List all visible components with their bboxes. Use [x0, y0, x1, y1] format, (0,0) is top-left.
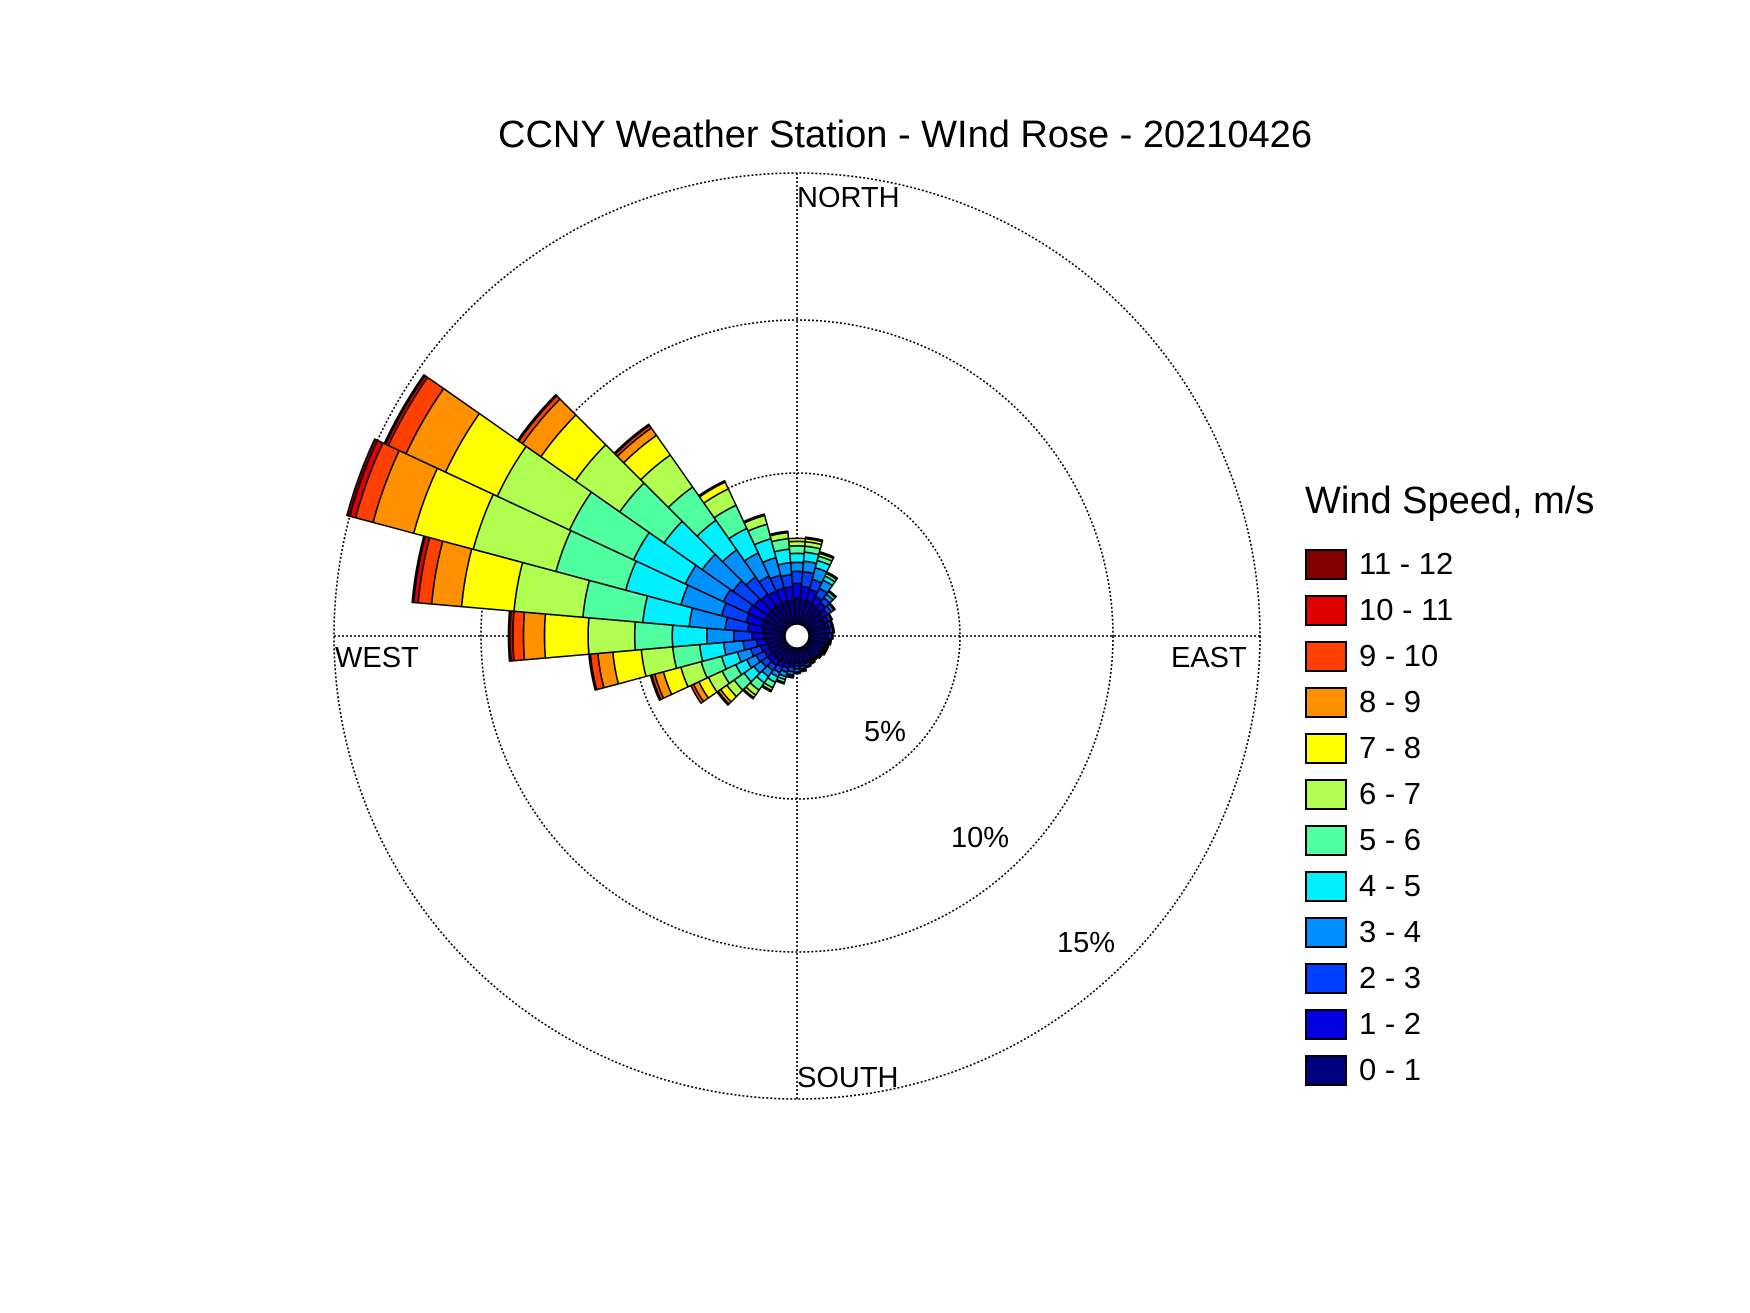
petal-segment	[828, 602, 836, 611]
legend-label: 4 - 5	[1359, 868, 1422, 903]
legend-label: 6 - 7	[1359, 776, 1422, 811]
petal-segment	[799, 668, 808, 673]
petal-segment	[516, 393, 558, 442]
legend-item: 1 - 2	[1305, 1001, 1594, 1047]
ring-label-5: 5%	[864, 716, 906, 748]
ring-label-10: 10%	[951, 822, 1010, 854]
petal-segment	[818, 551, 835, 560]
petal-segment	[792, 671, 802, 675]
ring-label-15: 15%	[1057, 927, 1116, 959]
legend-swatch	[1305, 870, 1347, 902]
legend-label: 1 - 2	[1359, 1006, 1422, 1041]
legend-swatch	[1305, 640, 1347, 672]
legend-item: 6 - 7	[1305, 771, 1594, 817]
legend-swatch	[1305, 732, 1347, 764]
legend-swatch	[1305, 824, 1347, 856]
petal-segment	[790, 570, 804, 585]
legend-item: 2 - 3	[1305, 955, 1594, 1001]
legend-label: 9 - 10	[1359, 638, 1439, 673]
legend-swatch	[1305, 962, 1347, 994]
legend-label: 0 - 1	[1359, 1052, 1422, 1087]
petal-segment	[787, 537, 807, 543]
legend-swatch	[1305, 1054, 1347, 1086]
ring-10-percent	[480, 319, 1114, 953]
petal-segment	[587, 617, 637, 655]
petal-segment	[383, 374, 426, 445]
legend-item: 8 - 9	[1305, 679, 1594, 725]
legend-item: 10 - 11	[1305, 587, 1594, 633]
legend-label: 10 - 11	[1359, 592, 1454, 627]
petal-segment	[831, 625, 836, 634]
legend-swatch	[1305, 778, 1347, 810]
east-label: EAST	[1171, 642, 1247, 674]
legend-swatch	[1305, 686, 1347, 718]
legend-item: 5 - 6	[1305, 817, 1594, 863]
petal-segment	[830, 632, 834, 640]
petal-segment	[613, 423, 651, 455]
legend-label: 11 - 12	[1359, 546, 1454, 581]
petal-segment	[507, 610, 512, 662]
legend-label: 8 - 9	[1359, 684, 1422, 719]
petal-segment	[785, 674, 795, 679]
petal-segment	[788, 545, 806, 555]
legend-item: 11 - 12	[1305, 541, 1594, 587]
wind-rose-petals	[346, 374, 839, 706]
petal-segment	[827, 589, 838, 599]
petal-segment	[825, 571, 839, 581]
legend-label: 2 - 3	[1359, 960, 1422, 995]
legend-items: 11 - 12 10 - 11 9 - 10 8 - 9 7 - 8 6 - 7 5 - 6…	[1305, 541, 1594, 1093]
legend-label: 5 - 6	[1359, 822, 1422, 857]
legend-item: 4 - 5	[1305, 863, 1594, 909]
petal-segment	[804, 536, 824, 543]
petal-segment	[633, 621, 674, 651]
legend-swatch	[1305, 1008, 1347, 1040]
petal-segment	[789, 561, 805, 573]
petal-segment	[522, 611, 547, 661]
legend-swatch	[1305, 916, 1347, 948]
petal-segment	[742, 513, 766, 524]
petal-segment	[512, 610, 526, 662]
petal-segment	[769, 530, 789, 537]
legend: Wind Speed, m/s 11 - 12 10 - 11 9 - 10 8 - …	[1305, 480, 1594, 1093]
chart-title: CCNY Weather Station - WInd Rose - 20210…	[498, 114, 1312, 156]
petal-segment	[543, 613, 590, 659]
legend-item: 3 - 4	[1305, 909, 1594, 955]
petal-segment	[346, 438, 379, 517]
legend-label: 7 - 8	[1359, 730, 1422, 765]
legend-title: Wind Speed, m/s	[1305, 480, 1595, 522]
petal-segment	[789, 552, 805, 564]
petal-segment	[697, 479, 726, 498]
legend-item: 7 - 8	[1305, 725, 1594, 771]
legend-item: 9 - 10	[1305, 633, 1594, 679]
calm-center	[784, 623, 810, 649]
north-label: NORTH	[797, 182, 900, 214]
legend-swatch	[1305, 594, 1347, 626]
south-label: SOUTH	[797, 1062, 899, 1094]
legend-swatch	[1305, 548, 1347, 580]
legend-label: 3 - 4	[1359, 914, 1422, 949]
legend-item: 0 - 1	[1305, 1047, 1594, 1093]
west-label: WEST	[335, 642, 419, 674]
polar-grid	[333, 172, 1261, 1100]
